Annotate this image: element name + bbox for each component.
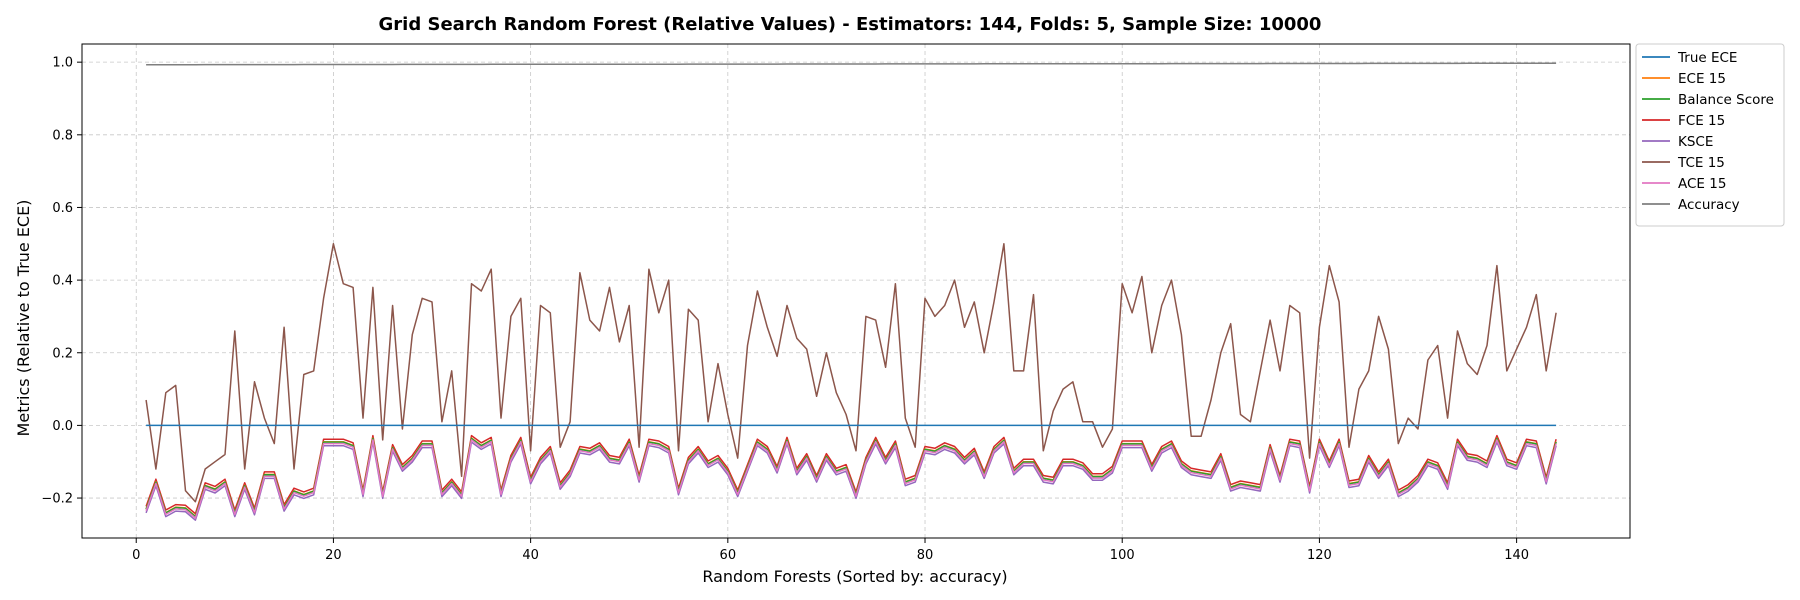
y-tick-label: −0.2	[41, 492, 73, 507]
legend-label: TCE 15	[1677, 155, 1725, 171]
y-axis-label: Metrics (Relative to True ECE)	[14, 200, 33, 437]
series-line-accuracy	[146, 62, 1557, 66]
legend-label: ECE 15	[1678, 71, 1726, 87]
plot-frame	[81, 43, 1631, 539]
y-tick-label: 1.0	[52, 56, 73, 71]
y-tick-label: 0.4	[52, 274, 73, 289]
gridlines	[82, 44, 1630, 538]
legend-label: FCE 15	[1678, 113, 1725, 129]
y-tick-label: 0.0	[52, 419, 73, 434]
x-tick-label: 120	[1307, 548, 1332, 563]
y-axis-ticks: −0.2 0.0 0.2 0.4 0.6 0.8 1.0	[41, 56, 82, 507]
legend: True ECE ECE 15 Balance Score FCE 15 KSCE TCE…	[1635, 43, 1785, 227]
x-axis-ticks: 0 20 40 60 80 100 120 140	[132, 538, 1529, 563]
legend-label: Accuracy	[1678, 197, 1740, 213]
x-axis-label: Random Forests (Sorted by: accuracy)	[702, 567, 1007, 586]
series-line-tce-15	[145, 243, 1557, 503]
x-tick-label: 140	[1504, 548, 1529, 563]
x-tick-label: 60	[720, 548, 737, 563]
x-tick-label: 80	[917, 548, 934, 563]
legend-label: ACE 15	[1678, 176, 1726, 192]
y-tick-label: 0.2	[52, 346, 73, 361]
y-tick-label: 0.6	[52, 201, 73, 216]
series-line-ace-15	[145, 439, 1557, 519]
series-line-fce-15	[145, 434, 1557, 515]
x-tick-label: 40	[522, 548, 539, 563]
x-tick-label: 0	[132, 548, 140, 563]
y-tick-label: 0.8	[52, 128, 73, 143]
x-tick-label: 20	[325, 548, 342, 563]
legend-label: True ECE	[1677, 50, 1737, 66]
x-tick-label: 100	[1110, 548, 1135, 563]
legend-box	[1635, 43, 1785, 227]
legend-label: Balance Score	[1678, 92, 1774, 108]
chart-title: Grid Search Random Forest (Relative Valu…	[379, 14, 1322, 35]
series-layer	[145, 62, 1557, 521]
legend-label: KSCE	[1678, 134, 1713, 150]
